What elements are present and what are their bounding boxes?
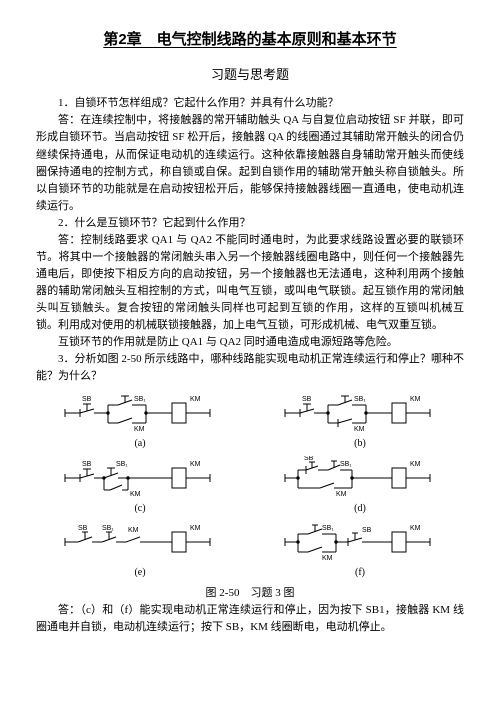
label-sb1: SB₁ [134,396,146,403]
figure-e-label: (e) [60,565,220,581]
label-km-coil: KM [410,396,421,403]
circuit-f-svg: SB₁ KM SB KM [280,520,440,564]
label-km-coil: KM [410,525,421,532]
figure-e: SB SB₁ KM KM (e) [60,520,220,581]
label-sb1: SB₁ [322,525,334,532]
label-km-coil: KM [190,396,201,403]
figures-grid: SB SB₁ KM KM (a) [36,391,464,581]
label-sb: SB [302,396,312,403]
figure-f-label: (f) [280,565,440,581]
figure-f: SB₁ KM SB KM (f) [280,520,440,581]
figure-caption: 图 2-50 习题 3 图 [36,585,464,602]
question-2: 2．什么是互锁环节？它起到什么作用？ [36,215,464,232]
label-km-contact: KM [336,491,347,498]
answer-1: 答：在连续控制中，将接触器的常开辅助触头 QA 与自复位启动按钮 SF 并联，即… [36,112,464,214]
figure-b: SB SB₁ KM KM (b) [280,391,440,452]
label-km-contact: KM [134,426,145,433]
chapter-title: 第2章 电气控制线路的基本原则和基本环节 [36,28,464,51]
label-sb1: SB₁ [340,461,352,468]
label-sb: SB [82,461,92,468]
figure-a-label: (a) [60,436,220,452]
label-sb: SB [304,456,314,462]
label-sb: SB [362,527,372,534]
label-km-contact: KM [130,491,141,498]
label-km-coil: KM [190,461,201,468]
label-sb: SB [82,396,92,403]
label-km-coil: KM [190,525,201,532]
answer-3: 答：（c）和（f）能实现电动机正常连续运行和停止，因为按下 SB1，接触器 KM… [36,602,464,636]
answer-2-p1: 答：控制线路要求 QA1 与 QA2 不能同时通电时，为此要求线路设置必要的联锁… [36,232,464,334]
label-km-contact: KM [354,426,365,433]
answer-2-p2: 互锁环节的作用就是防止 QA1 与 QA2 同时通电造成电源短路等危险。 [36,334,464,351]
label-sb1: SB₁ [116,461,128,468]
label-km-coil: KM [410,461,421,468]
circuit-b-svg: SB SB₁ KM KM [280,391,440,435]
question-3: 3．分析如图 2-50 所示线路中，哪种线路能实现电动机正常连续运行和停止？哪种… [36,351,464,385]
figure-c-label: (c) [60,501,220,517]
figure-b-label: (b) [280,436,440,452]
label-km-contact: KM [322,555,333,562]
label-sb1: SB₁ [102,525,114,532]
circuit-a-svg: SB SB₁ KM KM [60,391,220,435]
circuit-e-svg: SB SB₁ KM KM [60,520,220,564]
label-km-contact: KM [128,527,139,534]
circuit-d-svg: SB SB₁ KM KM [280,456,440,500]
circuit-c-svg: SB SB₁ KM KM [60,456,220,500]
figure-d: SB SB₁ KM KM (d) [280,456,440,517]
sub-title: 习题与思考题 [36,65,464,85]
figure-a: SB SB₁ KM KM (a) [60,391,220,452]
figure-c: SB SB₁ KM KM (c) [60,456,220,517]
label-sb: SB [78,525,88,532]
question-1: 1．自锁环节怎样组成？它起什么作用？并具有什么功能？ [36,95,464,112]
figure-d-label: (d) [280,501,440,517]
label-sb1: SB₁ [354,396,366,403]
